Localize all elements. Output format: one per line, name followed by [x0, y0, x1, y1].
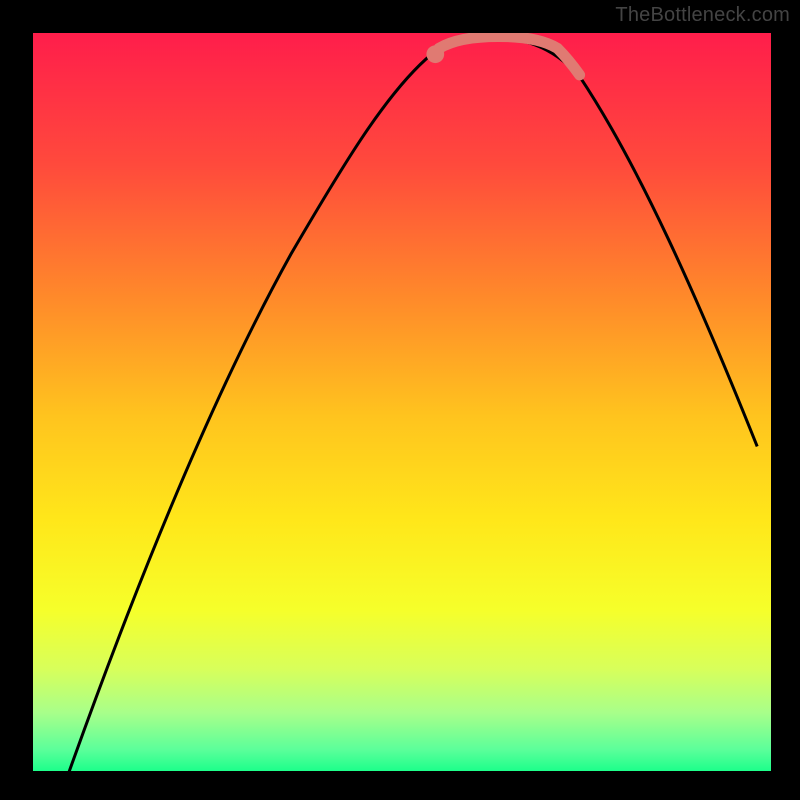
stage: TheBottleneck.com: [0, 0, 800, 800]
chart-svg: [0, 0, 800, 800]
highlight-start-dot: [426, 45, 444, 63]
watermark: TheBottleneck.com: [615, 4, 790, 27]
gradient-panel: [32, 32, 772, 772]
